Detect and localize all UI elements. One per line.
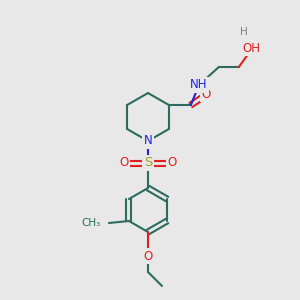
- Text: N: N: [144, 134, 152, 148]
- Text: NH: NH: [190, 79, 208, 92]
- Text: O: O: [119, 157, 129, 169]
- Text: O: O: [201, 88, 211, 100]
- Text: O: O: [167, 157, 177, 169]
- Text: S: S: [144, 157, 152, 169]
- Text: OH: OH: [242, 41, 260, 55]
- Text: H: H: [240, 27, 248, 37]
- Text: O: O: [143, 250, 153, 262]
- Text: CH₃: CH₃: [82, 218, 101, 228]
